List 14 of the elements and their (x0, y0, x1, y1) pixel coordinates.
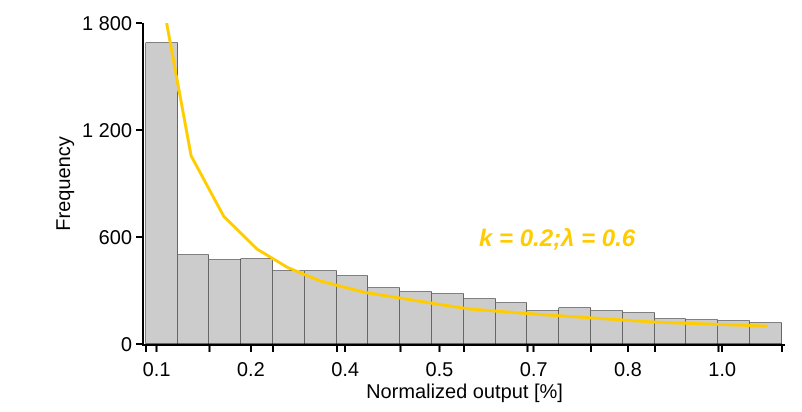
y-tick-label: 0 (120, 334, 132, 356)
x-tick-label: 0.8 (614, 359, 642, 381)
y-axis-title: Frequency (52, 136, 75, 231)
y-tick-label: 1 800 (82, 13, 132, 35)
x-tick-label: 0.5 (425, 359, 454, 381)
y-tick-label: 1 200 (82, 120, 132, 142)
y-tick-label: 600 (98, 227, 132, 249)
x-tick-label: 0.2 (236, 359, 265, 381)
text: k = 0.2;λ = 0.6 (479, 225, 636, 252)
x-tick-label: 0.4 (331, 359, 360, 381)
x-axis-title: Normalized output [%] (366, 381, 563, 403)
x-tick-label: 0.7 (520, 359, 548, 381)
x-tick-label: 1.0 (708, 359, 736, 381)
x-tick-label: 0.1 (142, 359, 170, 381)
